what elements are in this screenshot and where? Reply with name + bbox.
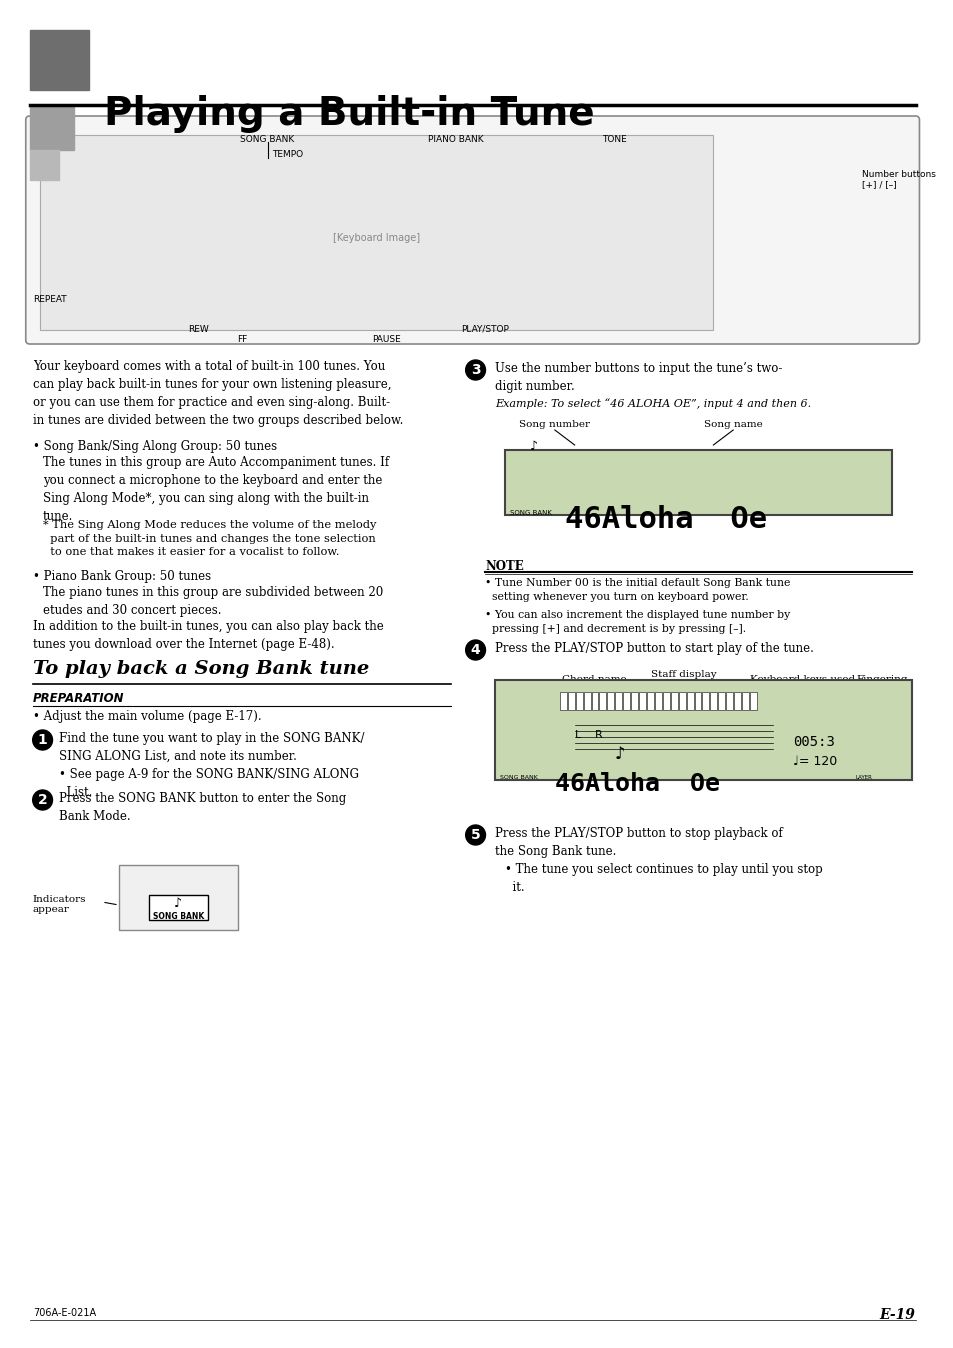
Text: Chord name: Chord name: [561, 675, 626, 683]
Bar: [678, 692, 685, 710]
Bar: [567, 692, 574, 710]
Text: Staff display: Staff display: [650, 670, 716, 679]
Text: The piano tunes in this group are subdivided between 20
etudes and 30 concert pi: The piano tunes in this group are subdiv…: [43, 586, 382, 617]
Text: Press the PLAY/STOP button to start play of the tune.: Press the PLAY/STOP button to start play…: [495, 642, 814, 655]
Bar: [749, 692, 756, 710]
Text: Song number: Song number: [518, 421, 590, 429]
Text: * The Sing Along Mode reduces the volume of the melody
  part of the built-in tu: * The Sing Along Mode reduces the volume…: [43, 520, 375, 557]
Text: Indicators
appear: Indicators appear: [32, 895, 86, 914]
Circle shape: [32, 790, 52, 810]
Text: 1: 1: [38, 733, 48, 747]
Bar: [686, 692, 693, 710]
Text: To play back a Song Bank tune: To play back a Song Bank tune: [32, 661, 369, 678]
Text: ♪: ♪: [530, 439, 537, 453]
Text: 5: 5: [470, 828, 480, 842]
Text: Number buttons
[+] / [–]: Number buttons [+] / [–]: [862, 170, 935, 190]
Bar: [646, 692, 653, 710]
Bar: [710, 692, 717, 710]
Text: • You can also increment the displayed tune number by
  pressing [+] and decreme: • You can also increment the displayed t…: [485, 611, 790, 634]
Text: SONG BANK: SONG BANK: [240, 135, 294, 144]
Bar: [734, 692, 740, 710]
Text: Press the SONG BANK button to enter the Song
Bank Mode.: Press the SONG BANK button to enter the …: [59, 793, 346, 824]
Circle shape: [465, 640, 485, 661]
Text: L: L: [574, 731, 580, 740]
Text: 46Aloha  Oe: 46Aloha Oe: [564, 506, 766, 534]
Bar: [505, 450, 891, 515]
Bar: [149, 895, 208, 919]
Bar: [670, 692, 677, 710]
Text: • Song Bank/Sing Along Group: 50 tunes: • Song Bank/Sing Along Group: 50 tunes: [32, 439, 276, 453]
Text: TONE: TONE: [601, 135, 626, 144]
Text: E-19: E-19: [879, 1308, 915, 1322]
Text: Keyboard keys used: Keyboard keys used: [749, 675, 854, 683]
Text: The tunes in this group are Auto Accompaniment tunes. If
you connect a microphon: The tunes in this group are Auto Accompa…: [43, 456, 388, 523]
Bar: [30, 105, 74, 150]
Bar: [40, 135, 713, 330]
Text: REPEAT: REPEAT: [32, 295, 67, 305]
Text: • Piano Bank Group: 50 tunes: • Piano Bank Group: 50 tunes: [32, 570, 211, 582]
Text: PAUSE: PAUSE: [372, 336, 400, 344]
Bar: [654, 692, 661, 710]
Bar: [622, 692, 630, 710]
Text: REW: REW: [188, 325, 209, 334]
Text: Find the tune you want to play in the SONG BANK/
SING ALONG List, and note its n: Find the tune you want to play in the SO…: [59, 732, 365, 799]
Text: 3: 3: [470, 363, 480, 377]
Text: • Tune Number 00 is the initial default Song Bank tune
  setting whenever you tu: • Tune Number 00 is the initial default …: [485, 578, 790, 601]
Text: SONG BANK: SONG BANK: [152, 913, 204, 921]
Text: • Adjust the main volume (page E-17).: • Adjust the main volume (page E-17).: [32, 710, 261, 723]
Text: • The tune you select continues to play until you stop
  it.: • The tune you select continues to play …: [505, 863, 822, 894]
Text: PREPARATION: PREPARATION: [32, 692, 124, 705]
Circle shape: [465, 825, 485, 845]
Text: PLAY/STOP: PLAY/STOP: [461, 325, 509, 334]
Bar: [119, 865, 237, 930]
Text: TEMPO: TEMPO: [272, 150, 303, 159]
Bar: [607, 692, 614, 710]
Bar: [615, 692, 621, 710]
FancyBboxPatch shape: [26, 116, 919, 344]
Text: ♪: ♪: [614, 745, 624, 763]
Text: NOTE: NOTE: [485, 559, 524, 573]
Text: Fingering: Fingering: [855, 675, 906, 683]
Bar: [30, 30, 89, 90]
Bar: [741, 692, 748, 710]
Text: 4: 4: [470, 643, 480, 656]
Text: 46Aloha  Oe: 46Aloha Oe: [555, 772, 720, 797]
Bar: [575, 692, 582, 710]
Text: LAYER: LAYER: [854, 775, 871, 780]
Text: 706A-E-021A: 706A-E-021A: [32, 1308, 95, 1318]
Bar: [662, 692, 669, 710]
Text: ♪: ♪: [174, 896, 182, 910]
Bar: [495, 679, 910, 780]
Bar: [30, 150, 59, 181]
Text: PIANO BANK: PIANO BANK: [428, 135, 483, 144]
Bar: [639, 692, 645, 710]
Text: 2: 2: [38, 793, 48, 807]
Bar: [559, 692, 566, 710]
Circle shape: [465, 360, 485, 380]
Text: Your keyboard comes with a total of built-in 100 tunes. You
can play back built-: Your keyboard comes with a total of buil…: [32, 360, 403, 427]
Bar: [718, 692, 724, 710]
Bar: [583, 692, 590, 710]
Text: FF: FF: [237, 336, 248, 344]
Bar: [591, 692, 598, 710]
Bar: [725, 692, 733, 710]
Bar: [631, 692, 638, 710]
Text: R: R: [594, 731, 601, 740]
Bar: [701, 692, 709, 710]
Bar: [694, 692, 700, 710]
Text: ♩= 120: ♩= 120: [792, 755, 836, 768]
Text: Example: To select “46 ALOHA OE”, input 4 and then 6.: Example: To select “46 ALOHA OE”, input …: [495, 398, 811, 408]
Text: [Keyboard Image]: [Keyboard Image]: [333, 233, 419, 243]
Text: Use the number buttons to input the tune’s two-
digit number.: Use the number buttons to input the tune…: [495, 363, 782, 394]
Text: 005:3: 005:3: [792, 735, 834, 749]
Circle shape: [32, 731, 52, 749]
Text: In addition to the built-in tunes, you can also play back the
tunes you download: In addition to the built-in tunes, you c…: [32, 620, 383, 651]
Text: Song name: Song name: [703, 421, 761, 429]
Text: SONG BANK: SONG BANK: [510, 510, 552, 516]
Text: Playing a Built-in Tune: Playing a Built-in Tune: [104, 94, 594, 133]
Bar: [598, 692, 606, 710]
Text: Press the PLAY/STOP button to stop playback of
the Song Bank tune.: Press the PLAY/STOP button to stop playb…: [495, 828, 782, 857]
Text: SONG BANK: SONG BANK: [499, 775, 537, 780]
